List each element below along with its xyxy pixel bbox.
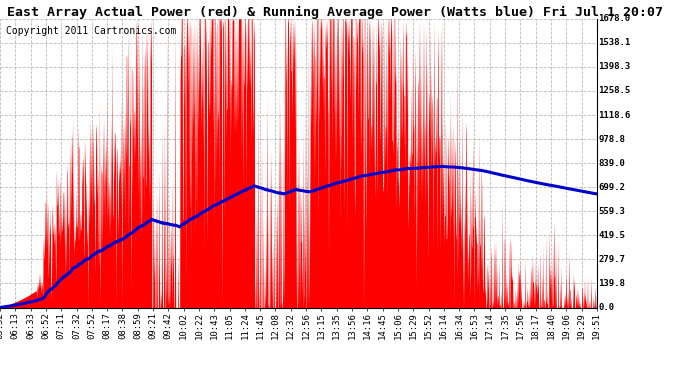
Text: 1258.5: 1258.5 (598, 87, 630, 96)
Text: 699.2: 699.2 (598, 183, 625, 192)
Text: 419.5: 419.5 (598, 231, 625, 240)
Text: 0.0: 0.0 (598, 303, 614, 312)
Text: 978.8: 978.8 (598, 135, 625, 144)
Text: 279.7: 279.7 (598, 255, 625, 264)
Text: 839.0: 839.0 (598, 159, 625, 168)
Text: 1118.6: 1118.6 (598, 111, 630, 120)
Text: 1398.3: 1398.3 (598, 62, 630, 71)
Text: East Array Actual Power (red) & Running Average Power (Watts blue) Fri Jul 1 20:: East Array Actual Power (red) & Running … (7, 6, 663, 19)
Text: 139.8: 139.8 (598, 279, 625, 288)
Text: 559.3: 559.3 (598, 207, 625, 216)
Text: 1538.1: 1538.1 (598, 38, 630, 47)
Text: Copyright 2011 Cartronics.com: Copyright 2011 Cartronics.com (6, 26, 177, 36)
Text: 1678.0: 1678.0 (598, 14, 630, 23)
